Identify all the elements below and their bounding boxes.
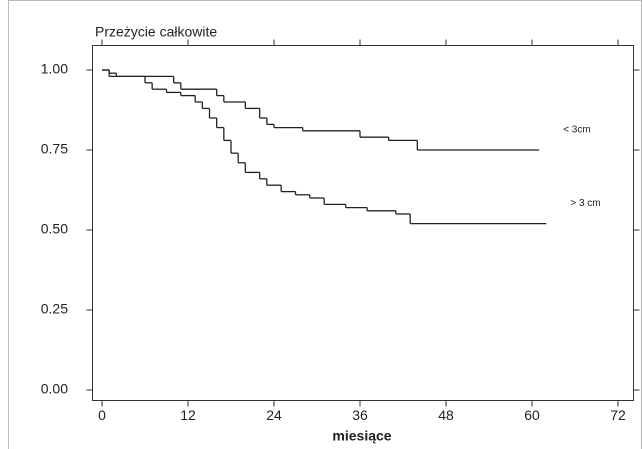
series-label: < 3cm	[563, 125, 591, 136]
x-tick-label: 0	[98, 407, 106, 423]
x-tick-label: 72	[610, 407, 626, 423]
y-tick-label: 0.00	[41, 381, 68, 397]
x-tick-label: 48	[438, 407, 454, 423]
chart-title: Przeżycie całkowite	[95, 24, 217, 40]
x-tick-label: 60	[524, 407, 540, 423]
x-tick-label: 24	[266, 407, 282, 423]
y-tick-label: 1.00	[41, 61, 68, 77]
x-tick-label: 36	[352, 407, 368, 423]
y-tick-label: 0.25	[41, 301, 68, 317]
x-axis-label: miesiące	[332, 428, 391, 444]
y-tick-label: 0.75	[41, 141, 68, 157]
plot-frame	[92, 45, 634, 401]
y-tick-label: 0.50	[41, 221, 68, 237]
series-label: > 3 cm	[570, 198, 600, 209]
outer-frame	[8, 0, 642, 449]
x-tick-label: 12	[180, 407, 196, 423]
